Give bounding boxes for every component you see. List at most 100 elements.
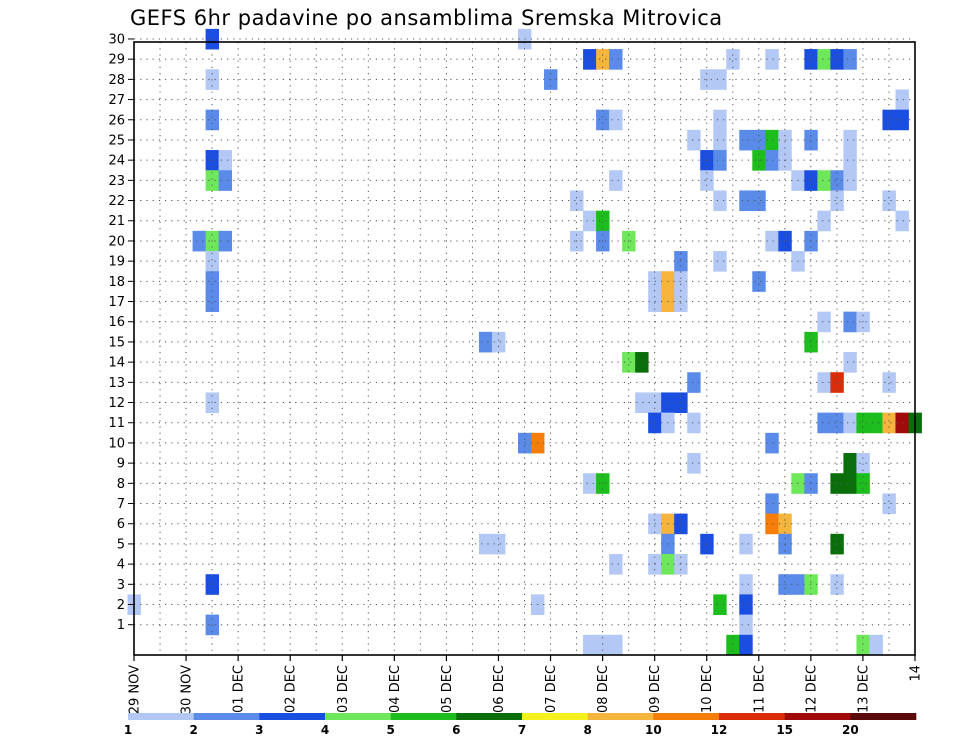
heatmap-cell <box>752 190 766 212</box>
heatmap-cell <box>205 574 220 595</box>
heatmap-cell <box>218 230 233 252</box>
heatmap-cell <box>843 129 857 151</box>
heatmap-cell <box>830 190 844 212</box>
y-tick-label: 22 <box>108 194 125 209</box>
heatmap-cell <box>205 271 220 292</box>
heatmap-cell <box>739 533 753 555</box>
heatmap-cell <box>205 170 220 191</box>
heatmap-cell <box>205 291 220 313</box>
heatmap-cell <box>830 412 844 434</box>
heatmap-cell <box>843 412 857 434</box>
y-tick-label: 16 <box>108 315 125 330</box>
heatmap-cell <box>856 453 870 474</box>
heatmap-cell <box>570 190 584 212</box>
heatmap-cell <box>478 533 493 555</box>
y-tick-label: 17 <box>108 295 125 310</box>
heatmap-cell <box>843 352 857 373</box>
heatmap-cell <box>635 352 649 373</box>
heatmap-cell <box>804 331 818 353</box>
colorbar-swatch <box>587 713 654 720</box>
y-tick-label: 23 <box>108 174 125 189</box>
heatmap-cell <box>830 49 844 70</box>
heatmap-cell <box>843 311 857 333</box>
heatmap-cell <box>687 453 701 474</box>
y-tick-label: 28 <box>108 73 125 88</box>
heatmap-cell <box>491 331 506 353</box>
y-tick-label: 2 <box>117 598 125 613</box>
heatmap-cell <box>726 49 740 70</box>
y-tick-label: 5 <box>117 537 125 552</box>
heatmap-cell <box>817 412 831 434</box>
gridlines <box>134 38 915 655</box>
colorbar-swatch <box>653 713 720 720</box>
heatmap-cell <box>596 473 610 494</box>
y-tick-label: 10 <box>108 436 125 451</box>
colorbar-swatch <box>390 713 457 720</box>
y-tick-label: 24 <box>108 154 125 169</box>
heatmap-cell <box>700 170 714 191</box>
colorbar-label: 4 <box>321 723 329 737</box>
chart-title: GEFS 6hr padavine po ansamblima Sremska … <box>130 6 723 30</box>
heatmap-cell <box>218 170 233 191</box>
heatmap-cell <box>895 412 909 434</box>
heatmap-cell <box>713 594 727 616</box>
heatmap-cell <box>804 473 818 494</box>
heatmap-cell <box>843 49 857 70</box>
heatmap-cell <box>882 412 896 434</box>
colorbar: 1 2 3 4 5 6 7 8 10 12 15 20 <box>124 713 917 737</box>
heatmap-cell <box>843 473 857 494</box>
heatmap-cell <box>596 210 610 232</box>
heatmap-cell <box>765 129 779 151</box>
y-tick-label: 19 <box>108 255 125 270</box>
heatmap-cell <box>804 49 818 70</box>
y-tick-label: 13 <box>108 376 125 391</box>
heatmap-cell <box>596 49 610 70</box>
colorbar-swatch <box>522 713 588 720</box>
heatmap-cell <box>739 594 753 616</box>
heatmap-cell <box>609 170 623 191</box>
y-tick-label: 3 <box>117 578 125 593</box>
heatmap-cell <box>765 432 779 454</box>
heatmap-cell <box>609 634 623 656</box>
heatmap-cell <box>713 150 727 171</box>
heatmap-cell <box>583 634 597 656</box>
colorbar-swatch <box>719 713 785 720</box>
colorbar-swatch <box>850 713 917 720</box>
heatmap-cell <box>843 453 857 474</box>
x-tick-label: 11 DEC <box>752 665 767 713</box>
heatmap-cell <box>765 513 779 535</box>
y-tick-label: 15 <box>108 335 125 350</box>
y-tick-label: 14 <box>108 356 125 371</box>
heatmap-cell <box>674 251 688 272</box>
x-tick-label: 02 DEC <box>284 665 299 713</box>
heatmap-cell <box>635 392 649 414</box>
heatmap-cell <box>895 109 909 131</box>
x-tick-label: 05 DEC <box>440 665 455 713</box>
heatmap-cell <box>817 311 831 333</box>
y-axis-ticks: 1234567891011121314151617181920212223242… <box>108 32 134 633</box>
heatmap-cell <box>713 251 727 272</box>
y-tick-label: 25 <box>108 133 125 148</box>
heatmap-cell <box>622 352 636 373</box>
heatmap-cell <box>674 513 688 535</box>
x-tick-label: 13 DEC <box>856 665 871 713</box>
heatmap-cell <box>713 190 727 212</box>
colorbar-label: 1 <box>124 723 132 737</box>
colorbar-swatch <box>193 713 260 720</box>
heatmap-cell <box>583 49 597 70</box>
heatmap-cell <box>687 372 701 393</box>
heatmap-cell <box>765 230 779 252</box>
heatmap-cell <box>674 554 688 575</box>
heatmap-cell <box>739 190 753 212</box>
heatmap-cell <box>687 129 701 151</box>
y-tick-label: 29 <box>108 53 125 68</box>
heatmap-cell <box>856 473 870 494</box>
y-tick-label: 7 <box>117 497 125 512</box>
heatmap-cell <box>713 69 727 90</box>
heatmap-cell <box>674 271 688 292</box>
heatmap-cell <box>895 210 909 232</box>
heatmap-cell <box>895 89 909 111</box>
heatmap-cell <box>739 634 753 656</box>
x-tick-label: 29 NOV <box>128 665 143 714</box>
